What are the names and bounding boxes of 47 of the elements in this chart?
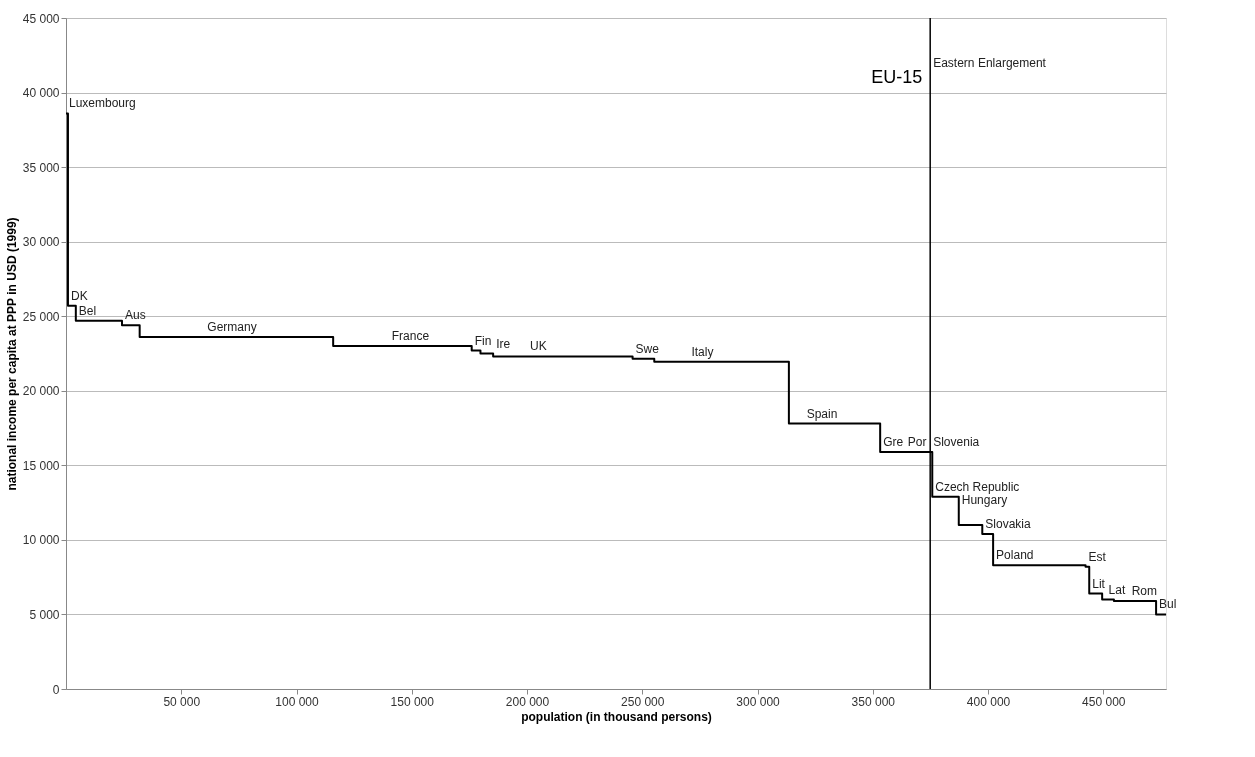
x-tick-label: 150 000	[390, 694, 435, 709]
x-tick-label: 400 000	[966, 694, 1011, 709]
annotation: Lat	[1108, 582, 1126, 597]
annotation: Bel	[78, 303, 97, 318]
annotation: Aus	[124, 308, 146, 323]
annotation: Luxembourg	[69, 96, 136, 111]
annotation: Por	[907, 434, 927, 449]
annotation: Spain	[806, 406, 838, 421]
x-tick-label: 100 000	[275, 694, 320, 709]
y-tick-label: 10 000	[22, 533, 60, 548]
annotation: Bul	[1159, 597, 1177, 612]
annotation: Gre	[883, 434, 904, 449]
ref-line-label: EU-15	[871, 67, 923, 87]
annotation: Czech Republic	[935, 479, 1020, 494]
annotation: France	[391, 329, 430, 344]
annotation: Italy	[691, 344, 714, 359]
y-axis-title: national income per capita at PPP in USD (1999)	[4, 217, 19, 491]
y-tick-label: 25 000	[22, 309, 60, 324]
annotation: Slovakia	[985, 516, 1031, 531]
x-tick-label: 250 000	[621, 694, 665, 709]
annotation: Eastern Enlargement	[933, 56, 1047, 71]
x-axis-title: population (in thousand persons)	[521, 709, 712, 724]
y-tick-label: 30 000	[22, 235, 60, 250]
y-tick-label: 20 000	[22, 384, 60, 399]
x-tick-label: 350 000	[851, 694, 896, 709]
annotation: Est	[1088, 549, 1107, 564]
annotation: Fin	[474, 333, 492, 348]
annotation: Rom	[1131, 584, 1157, 599]
y-tick-label: 0	[52, 682, 60, 697]
y-tick-label: 5 000	[29, 607, 60, 622]
annotation: Hungary	[961, 493, 1008, 508]
annotation: Swe	[635, 341, 660, 356]
annotation: UK	[530, 339, 547, 354]
annotation: DK	[70, 288, 88, 303]
annotation: Poland	[996, 548, 1034, 563]
y-tick-label: 45 000	[22, 11, 60, 26]
annotation: Ire	[496, 336, 511, 351]
y-tick-label: 40 000	[22, 86, 60, 101]
x-tick-label: 200 000	[505, 694, 550, 709]
y-tick-label: 15 000	[22, 458, 60, 473]
annotation: Lit	[1092, 576, 1106, 591]
y-tick-label: 35 000	[22, 160, 60, 175]
x-tick-label: 50 000	[163, 694, 201, 709]
annotation: Slovenia	[933, 434, 980, 449]
annotation: Germany	[207, 320, 257, 335]
x-tick-label: 450 000	[1082, 694, 1126, 709]
x-tick-label: 300 000	[736, 694, 781, 709]
